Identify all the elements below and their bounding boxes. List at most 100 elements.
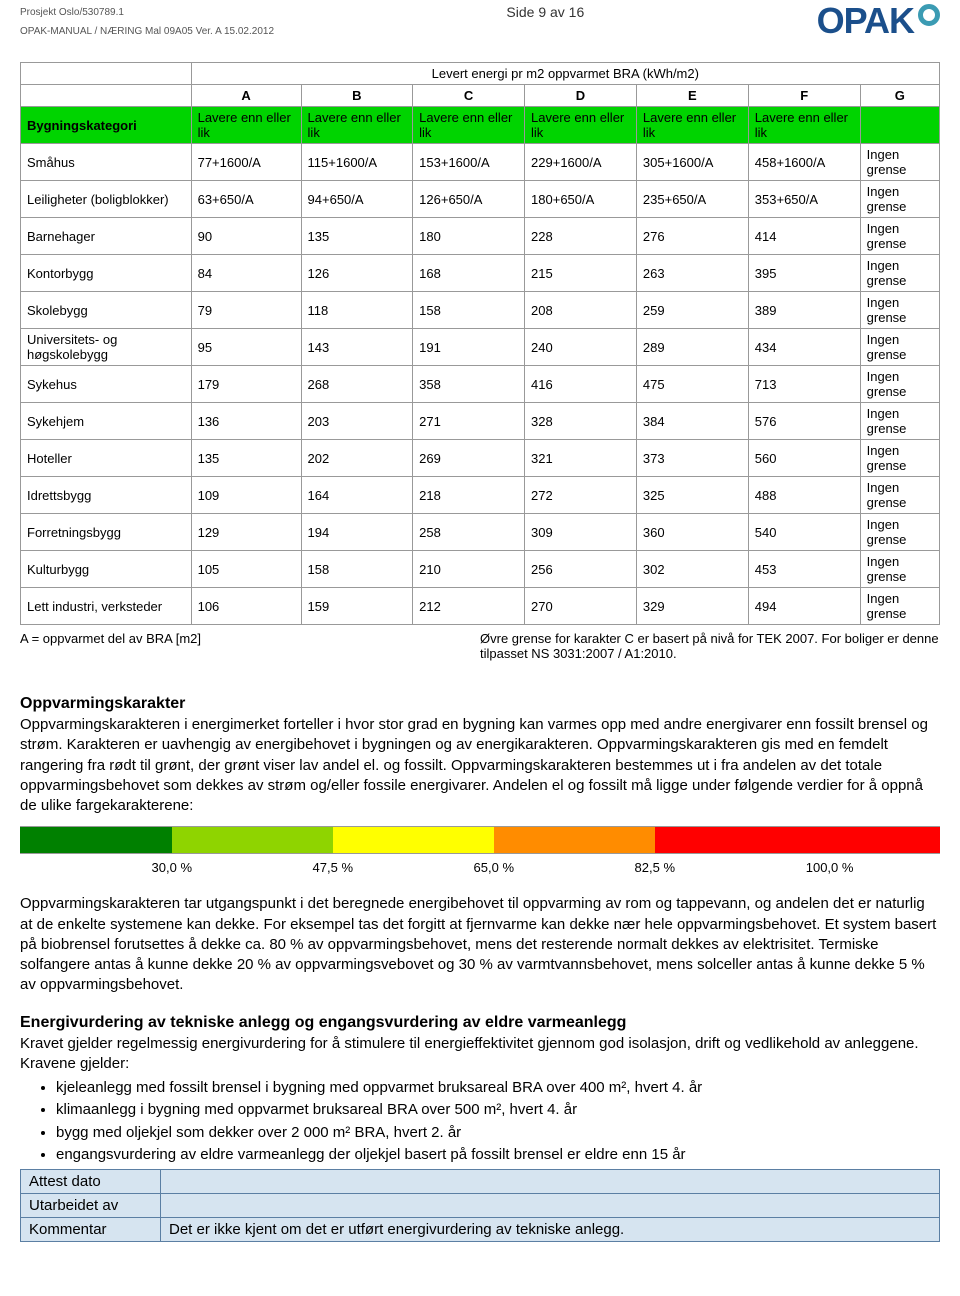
value-cell: 159	[301, 588, 413, 625]
green-label-cell: Lavere enn eller lik	[413, 107, 525, 144]
list-item: engangsvurdering av eldre varmeanlegg de…	[56, 1145, 940, 1165]
category-cell: Barnehager	[21, 218, 192, 255]
value-cell: 77+1600/A	[191, 144, 301, 181]
value-cell: 263	[636, 255, 748, 292]
scale-segment	[655, 827, 940, 853]
category-cell: Leiligheter (boligblokker)	[21, 181, 192, 218]
value-cell: 179	[191, 366, 301, 403]
scale-tick-label: 30,0 %	[152, 860, 192, 875]
scale-tick-label: 82,5 %	[635, 860, 675, 875]
attest-label: Kommentar	[21, 1218, 161, 1242]
value-cell: Ingen grense	[860, 477, 939, 514]
table-row: Universitets- og høgskolebygg95143191240…	[21, 329, 940, 366]
value-cell: 180+650/A	[525, 181, 637, 218]
value-cell: 272	[525, 477, 637, 514]
requirements-list: kjeleanlegg med fossilt brensel i bygnin…	[56, 1078, 940, 1165]
value-cell: 713	[748, 366, 860, 403]
value-cell: 212	[413, 588, 525, 625]
scale-segment	[494, 827, 655, 853]
value-cell: 210	[413, 551, 525, 588]
section2-para: Oppvarmingskarakteren tar utgangspunkt i…	[20, 894, 940, 995]
green-label-cell: Lavere enn eller lik	[191, 107, 301, 144]
footnote-left: A = oppvarmet del av BRA [m2]	[20, 631, 201, 661]
category-cell: Småhus	[21, 144, 192, 181]
green-label-cell: Lavere enn eller lik	[525, 107, 637, 144]
green-label-cell: Lavere enn eller lik	[636, 107, 748, 144]
value-cell: 329	[636, 588, 748, 625]
value-cell: Ingen grense	[860, 144, 939, 181]
value-cell: 180	[413, 218, 525, 255]
grade-col: E	[636, 85, 748, 107]
attest-row: Utarbeidet av	[21, 1194, 940, 1218]
value-cell: 259	[636, 292, 748, 329]
value-cell: 268	[301, 366, 413, 403]
category-cell: Idrettsbygg	[21, 477, 192, 514]
green-label-cell: Lavere enn eller lik	[301, 107, 413, 144]
value-cell: 458+1600/A	[748, 144, 860, 181]
category-header: Bygningskategori	[21, 107, 192, 144]
scale-segment	[333, 827, 494, 853]
table-row: Barnehager90135180228276414Ingen grense	[21, 218, 940, 255]
table-row: Leiligheter (boligblokker)63+650/A94+650…	[21, 181, 940, 218]
section1-para: Oppvarmingskarakteren i energimerket for…	[20, 715, 940, 816]
value-cell: 84	[191, 255, 301, 292]
heating-color-scale	[20, 826, 940, 854]
value-cell: 202	[301, 440, 413, 477]
logo-text: OPAK	[817, 0, 914, 42]
table-row: Kontorbygg84126168215263395Ingen grense	[21, 255, 940, 292]
footnote-right: Øvre grense for karakter C er basert på …	[480, 631, 940, 661]
value-cell: 289	[636, 329, 748, 366]
green-label-cell: Lavere enn eller lik	[748, 107, 860, 144]
scale-tick-label: 100,0 %	[806, 860, 854, 875]
value-cell: 79	[191, 292, 301, 329]
grade-col: B	[301, 85, 413, 107]
attest-label: Utarbeidet av	[21, 1194, 161, 1218]
value-cell: 325	[636, 477, 748, 514]
value-cell: 353+650/A	[748, 181, 860, 218]
category-cell: Lett industri, verksteder	[21, 588, 192, 625]
value-cell: Ingen grense	[860, 218, 939, 255]
value-cell: 258	[413, 514, 525, 551]
value-cell: 95	[191, 329, 301, 366]
value-cell: 164	[301, 477, 413, 514]
super-header: Levert energi pr m2 oppvarmet BRA (kWh/m…	[191, 63, 939, 85]
table-row: Lett industri, verksteder106159212270329…	[21, 588, 940, 625]
value-cell: 105	[191, 551, 301, 588]
attest-value	[161, 1194, 940, 1218]
value-cell: 256	[525, 551, 637, 588]
value-cell: 218	[413, 477, 525, 514]
value-cell: 321	[525, 440, 637, 477]
category-cell: Forretningsbygg	[21, 514, 192, 551]
value-cell: 63+650/A	[191, 181, 301, 218]
grade-col: D	[525, 85, 637, 107]
value-cell: 143	[301, 329, 413, 366]
list-item: bygg med oljekjel som dekker over 2 000 …	[56, 1123, 940, 1143]
value-cell: 488	[748, 477, 860, 514]
value-cell: 158	[413, 292, 525, 329]
table-row: Sykehus179268358416475713Ingen grense	[21, 366, 940, 403]
value-cell: 215	[525, 255, 637, 292]
value-cell: Ingen grense	[860, 255, 939, 292]
value-cell: 270	[525, 588, 637, 625]
value-cell: 475	[636, 366, 748, 403]
table-row: Forretningsbygg129194258309360540Ingen g…	[21, 514, 940, 551]
value-cell: 358	[413, 366, 525, 403]
value-cell: 453	[748, 551, 860, 588]
value-cell: 373	[636, 440, 748, 477]
value-cell: 208	[525, 292, 637, 329]
grade-col: G	[860, 85, 939, 107]
scale-segment	[20, 827, 172, 853]
attest-value	[161, 1170, 940, 1194]
value-cell: 560	[748, 440, 860, 477]
section1-title: Oppvarmingskarakter	[20, 695, 940, 713]
section3-title: Energivurdering av tekniske anlegg og en…	[20, 1014, 940, 1032]
empty-corner	[21, 63, 192, 85]
value-cell: 129	[191, 514, 301, 551]
value-cell: 109	[191, 477, 301, 514]
opak-logo: OPAK	[817, 0, 940, 42]
value-cell: Ingen grense	[860, 292, 939, 329]
value-cell: 389	[748, 292, 860, 329]
project-line: Prosjekt Oslo/530789.1	[20, 0, 274, 19]
table-row: Idrettsbygg109164218272325488Ingen grens…	[21, 477, 940, 514]
value-cell: 135	[301, 218, 413, 255]
